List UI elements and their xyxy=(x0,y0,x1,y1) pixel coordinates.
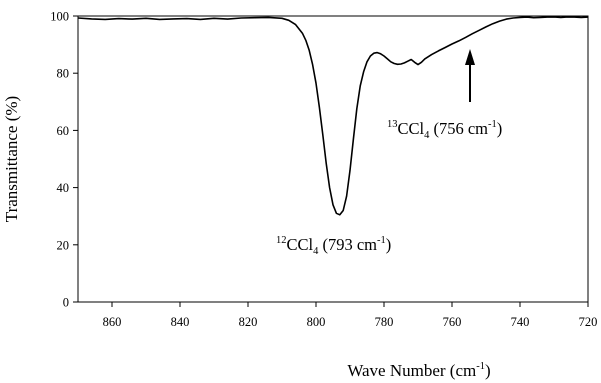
annotation-12ccl4-unit-sup: -1 xyxy=(377,235,386,246)
spectrum-line-0 xyxy=(77,16,589,216)
x-axis-title-tail: ) xyxy=(485,361,491,380)
x-tick-label-760: 760 xyxy=(443,315,462,329)
y-tick-label-0: 0 xyxy=(63,296,69,310)
x-axis-ticks: 860 840 820 800 780 760 740 720 xyxy=(103,302,598,329)
x-tick-label-720: 720 xyxy=(579,315,598,329)
annotation-12ccl4-tail: ) xyxy=(386,235,392,254)
annotation-13ccl4-unit-sup: -1 xyxy=(488,119,497,130)
x-axis-title: Wave Number (cm-1) xyxy=(347,361,490,380)
annotation-12ccl4-isotope: 12 xyxy=(276,235,287,246)
annotation-13ccl4-tail: ) xyxy=(497,119,503,138)
annotation-12ccl4: 12CCl4 (793 cm-1) xyxy=(276,235,391,257)
series-group xyxy=(77,16,589,216)
annotation-13ccl4-isotope: 13 xyxy=(387,119,398,130)
x-axis-title-main: Wave Number (cm xyxy=(347,361,476,380)
annotation-13ccl4: 13CCl4 (756 cm-1) xyxy=(387,119,502,141)
y-tick-label-20: 20 xyxy=(57,238,70,252)
x-tick-label-860: 860 xyxy=(103,315,122,329)
annotation-13ccl4-text: (756 cm xyxy=(429,119,488,138)
y-axis-title: Transmittance (%) xyxy=(2,96,21,222)
y-tick-label-80: 80 xyxy=(57,67,70,81)
annotation-12ccl4-text: (793 cm xyxy=(318,235,377,254)
annotation-arrow xyxy=(465,49,475,102)
y-tick-label-40: 40 xyxy=(57,181,70,195)
plot-area-frame xyxy=(77,15,589,303)
y-tick-label-60: 60 xyxy=(57,124,70,138)
annotation-12ccl4-subscript: 4 xyxy=(313,246,319,257)
x-axis-title-sup: -1 xyxy=(476,361,485,372)
annotation-12ccl4-species: CCl xyxy=(287,235,314,254)
annotation-13ccl4-species: CCl xyxy=(398,119,425,138)
annotation-arrow-head xyxy=(465,49,475,65)
x-tick-label-740: 740 xyxy=(511,315,530,329)
annotation-13ccl4-subscript: 4 xyxy=(424,130,430,141)
x-tick-label-840: 840 xyxy=(171,315,190,329)
x-tick-label-800: 800 xyxy=(307,315,326,329)
x-tick-label-820: 820 xyxy=(239,315,258,329)
y-tick-label-100: 100 xyxy=(50,10,69,24)
y-axis-ticks: 0 20 40 60 80 100 xyxy=(50,10,78,310)
x-tick-label-780: 780 xyxy=(375,315,394,329)
